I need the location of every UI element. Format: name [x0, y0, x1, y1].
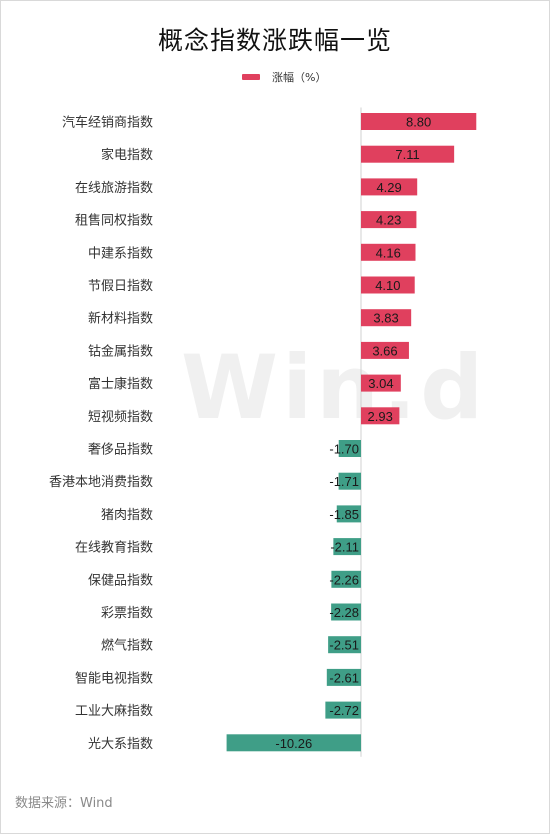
- bar: [361, 113, 477, 130]
- value-label: -2.61: [329, 670, 359, 685]
- value-label: -2.26: [329, 572, 359, 587]
- bar: [333, 538, 361, 556]
- value-label: -1.71: [329, 474, 359, 489]
- bar: [325, 701, 361, 719]
- value-label: 3.04: [368, 376, 393, 391]
- category-label: 租售同权指数: [75, 213, 153, 229]
- category-label: 新材料指数: [88, 311, 153, 327]
- value-label: 4.10: [375, 278, 400, 293]
- category-label: 保健品指数: [88, 573, 153, 588]
- value-label: 4.23: [376, 213, 401, 228]
- category-label: 奢侈品指数: [88, 443, 153, 458]
- chart-title: 概念指数涨跌幅一览: [157, 26, 392, 55]
- category-label: 富士康指数: [88, 376, 153, 392]
- category-label: 汽车经销商指数: [62, 115, 153, 131]
- legend: 涨幅（%）: [242, 69, 326, 85]
- bar: [336, 505, 361, 523]
- category-label: 工业大麻指数: [75, 704, 153, 719]
- bar: [326, 668, 361, 686]
- value-label: 7.11: [395, 147, 419, 162]
- value-label: 4.29: [376, 180, 401, 195]
- bar: [361, 211, 417, 229]
- category-label: 家电指数: [101, 147, 153, 163]
- bar: [338, 440, 361, 457]
- value-label: -10.26: [275, 736, 312, 751]
- category-label: 香港本地消费指数: [49, 475, 153, 490]
- bar: [361, 309, 412, 327]
- bar: [361, 374, 401, 392]
- category-label: 彩票指数: [101, 606, 153, 621]
- value-label: -2.28: [329, 605, 359, 620]
- bar: [361, 145, 455, 163]
- bar: [331, 570, 361, 588]
- category-label: 中建系指数: [88, 246, 153, 261]
- bar: [361, 407, 400, 425]
- category-label: 燃气指数: [101, 638, 153, 654]
- value-label: 3.83: [373, 311, 398, 326]
- bar: [361, 341, 409, 359]
- value-label: -2.51: [329, 638, 359, 653]
- category-label: 节假日指数: [88, 279, 153, 294]
- category-label: 光大系指数: [88, 737, 153, 752]
- legend-label: 涨幅（%）: [272, 71, 327, 84]
- category-label: 猪肉指数: [101, 508, 153, 523]
- category-label: 短视频指数: [88, 410, 153, 425]
- bar: [361, 243, 416, 261]
- value-label: 2.93: [368, 409, 393, 424]
- category-label: 钴金属指数: [88, 343, 153, 359]
- legend-swatch: [242, 74, 260, 80]
- bar: [361, 276, 415, 294]
- category-label: 在线旅游指数: [75, 181, 153, 196]
- value-label: 8.80: [406, 115, 431, 130]
- value-label: -1.85: [329, 507, 359, 522]
- bar: [331, 603, 361, 621]
- bar: [338, 472, 361, 490]
- category-label: 在线教育指数: [75, 540, 153, 556]
- value-label: -1.70: [329, 442, 359, 457]
- bar: [226, 734, 361, 752]
- value-label: -2.72: [329, 703, 359, 718]
- value-label: -2.11: [330, 540, 359, 555]
- data-source: 数据来源：Wind: [15, 796, 113, 811]
- watermark: Win.d: [181, 336, 488, 439]
- bar: [361, 178, 418, 196]
- value-label: 3.66: [372, 343, 397, 358]
- category-label: 智能电视指数: [75, 671, 153, 686]
- bar: [328, 636, 361, 654]
- value-label: 4.16: [376, 245, 401, 260]
